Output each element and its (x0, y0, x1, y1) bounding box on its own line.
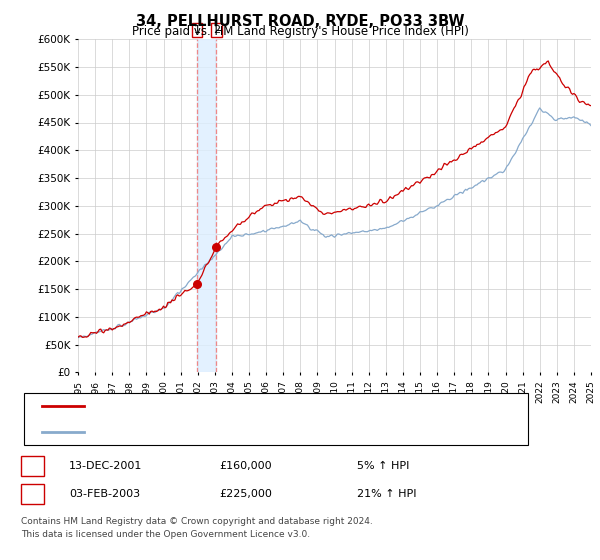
Text: Price paid vs. HM Land Registry's House Price Index (HPI): Price paid vs. HM Land Registry's House … (131, 25, 469, 38)
Text: 5% ↑ HPI: 5% ↑ HPI (357, 461, 409, 471)
Text: 2: 2 (29, 489, 36, 499)
Text: 13-DEC-2001: 13-DEC-2001 (69, 461, 142, 471)
Text: 2: 2 (213, 25, 220, 35)
Text: 21% ↑ HPI: 21% ↑ HPI (357, 489, 416, 499)
Text: 03-FEB-2003: 03-FEB-2003 (69, 489, 140, 499)
Text: £225,000: £225,000 (219, 489, 272, 499)
Text: 34, PELLHURST ROAD, RYDE, PO33 3BW (detached house): 34, PELLHURST ROAD, RYDE, PO33 3BW (deta… (96, 401, 421, 411)
Text: 1: 1 (29, 461, 36, 471)
Text: 34, PELLHURST ROAD, RYDE, PO33 3BW: 34, PELLHURST ROAD, RYDE, PO33 3BW (136, 14, 464, 29)
Text: Contains HM Land Registry data © Crown copyright and database right 2024.: Contains HM Land Registry data © Crown c… (21, 517, 373, 526)
Text: 1: 1 (194, 25, 200, 35)
Text: This data is licensed under the Open Government Licence v3.0.: This data is licensed under the Open Gov… (21, 530, 310, 539)
Point (212, 243, 221, 252)
Text: £160,000: £160,000 (219, 461, 272, 471)
Bar (197, 39, 217, 372)
Text: HPI: Average price, detached house, Isle of Wight: HPI: Average price, detached house, Isle… (96, 427, 371, 437)
Point (192, 279, 202, 288)
